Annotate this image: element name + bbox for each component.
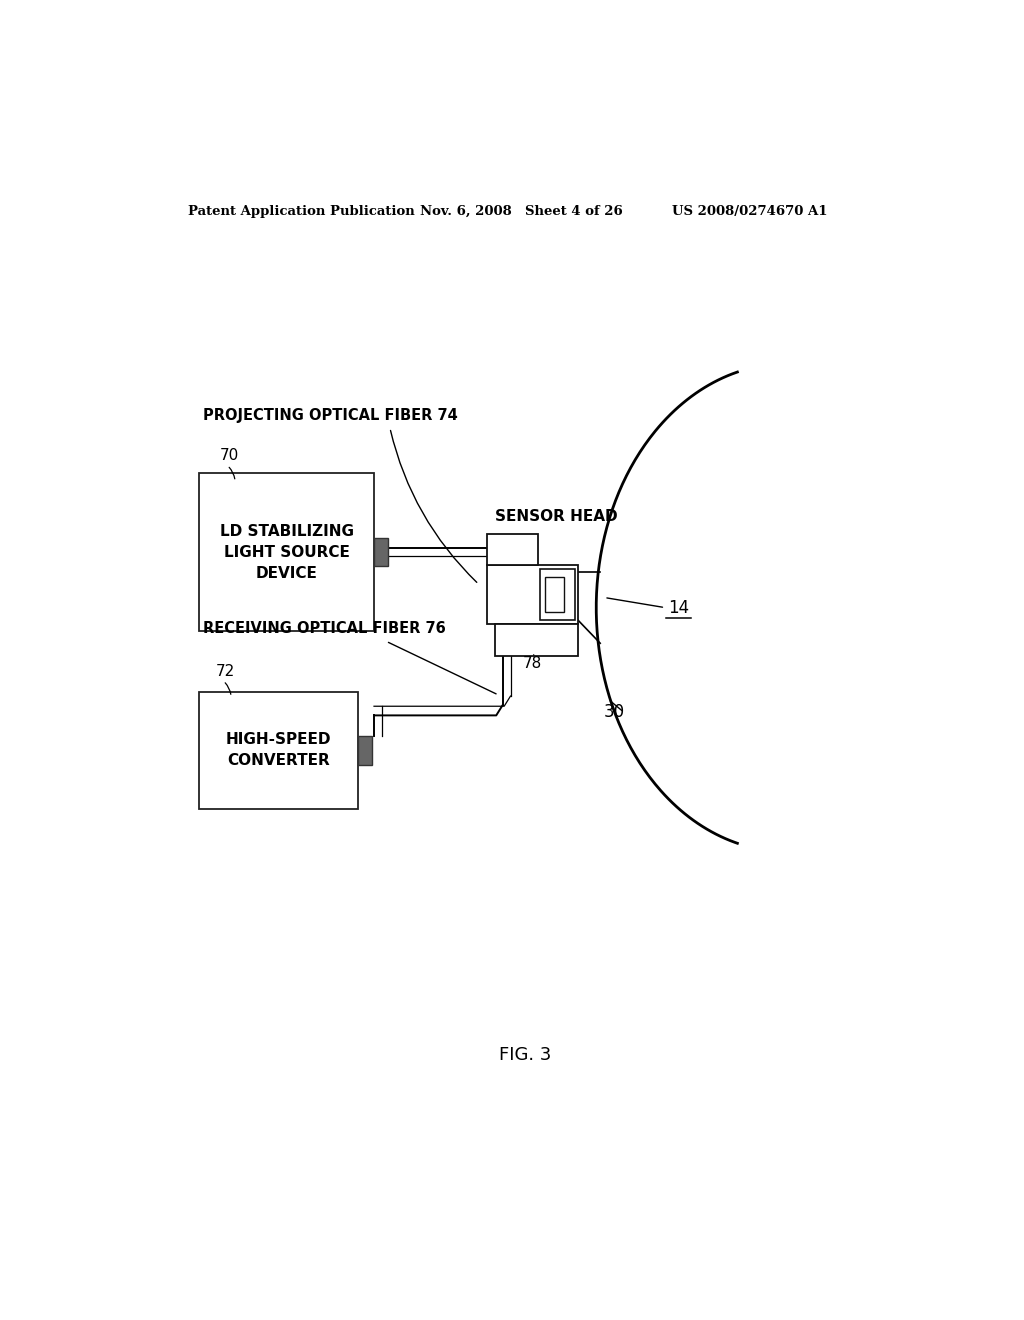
- FancyBboxPatch shape: [545, 577, 564, 611]
- Text: Nov. 6, 2008: Nov. 6, 2008: [420, 205, 512, 218]
- FancyBboxPatch shape: [200, 474, 374, 631]
- Text: US 2008/0274670 A1: US 2008/0274670 A1: [672, 205, 827, 218]
- Text: FIG. 3: FIG. 3: [499, 1045, 551, 1064]
- Text: HIGH-SPEED
CONVERTER: HIGH-SPEED CONVERTER: [226, 733, 332, 768]
- Text: PROJECTING OPTICAL FIBER 74: PROJECTING OPTICAL FIBER 74: [204, 408, 458, 422]
- FancyBboxPatch shape: [540, 569, 574, 620]
- FancyBboxPatch shape: [200, 692, 358, 809]
- Text: 70: 70: [219, 449, 239, 463]
- Text: Patent Application Publication: Patent Application Publication: [188, 205, 415, 218]
- Text: RECEIVING OPTICAL FIBER 76: RECEIVING OPTICAL FIBER 76: [204, 622, 446, 636]
- Text: LD STABILIZING
LIGHT SOURCE
DEVICE: LD STABILIZING LIGHT SOURCE DEVICE: [220, 524, 353, 581]
- Text: 78: 78: [523, 656, 543, 672]
- Text: Sheet 4 of 26: Sheet 4 of 26: [524, 205, 623, 218]
- Text: 14: 14: [668, 599, 689, 616]
- Text: SENSOR HEAD: SENSOR HEAD: [495, 510, 617, 524]
- FancyBboxPatch shape: [374, 539, 388, 566]
- Text: 72: 72: [215, 664, 234, 678]
- FancyBboxPatch shape: [486, 535, 539, 565]
- FancyBboxPatch shape: [358, 737, 373, 764]
- FancyBboxPatch shape: [486, 565, 578, 624]
- Text: 30: 30: [604, 704, 626, 721]
- FancyBboxPatch shape: [495, 624, 578, 656]
